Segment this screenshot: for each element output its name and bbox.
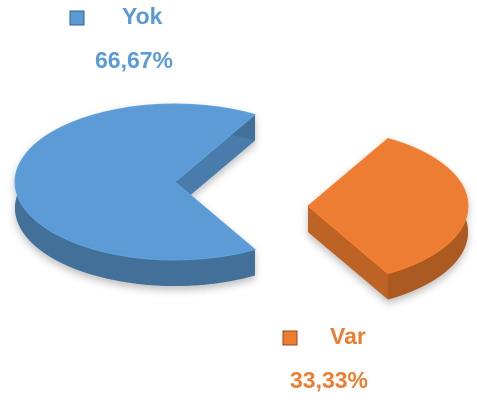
- legend-label: Var: [330, 323, 366, 349]
- pie-slice: [14, 103, 257, 287]
- pie-slice-face: [308, 206, 388, 300]
- value-label: 66,67%: [95, 47, 173, 73]
- value-label: 33,33%: [290, 367, 368, 393]
- pie-slice-top: [307, 137, 469, 275]
- pie-slice-face: [175, 114, 256, 208]
- pie-slice-top: [14, 103, 257, 261]
- legend-swatch: [282, 330, 298, 346]
- legend-label: Yok: [122, 3, 163, 29]
- pie-slice: [307, 137, 469, 300]
- legend-swatch: [69, 10, 85, 26]
